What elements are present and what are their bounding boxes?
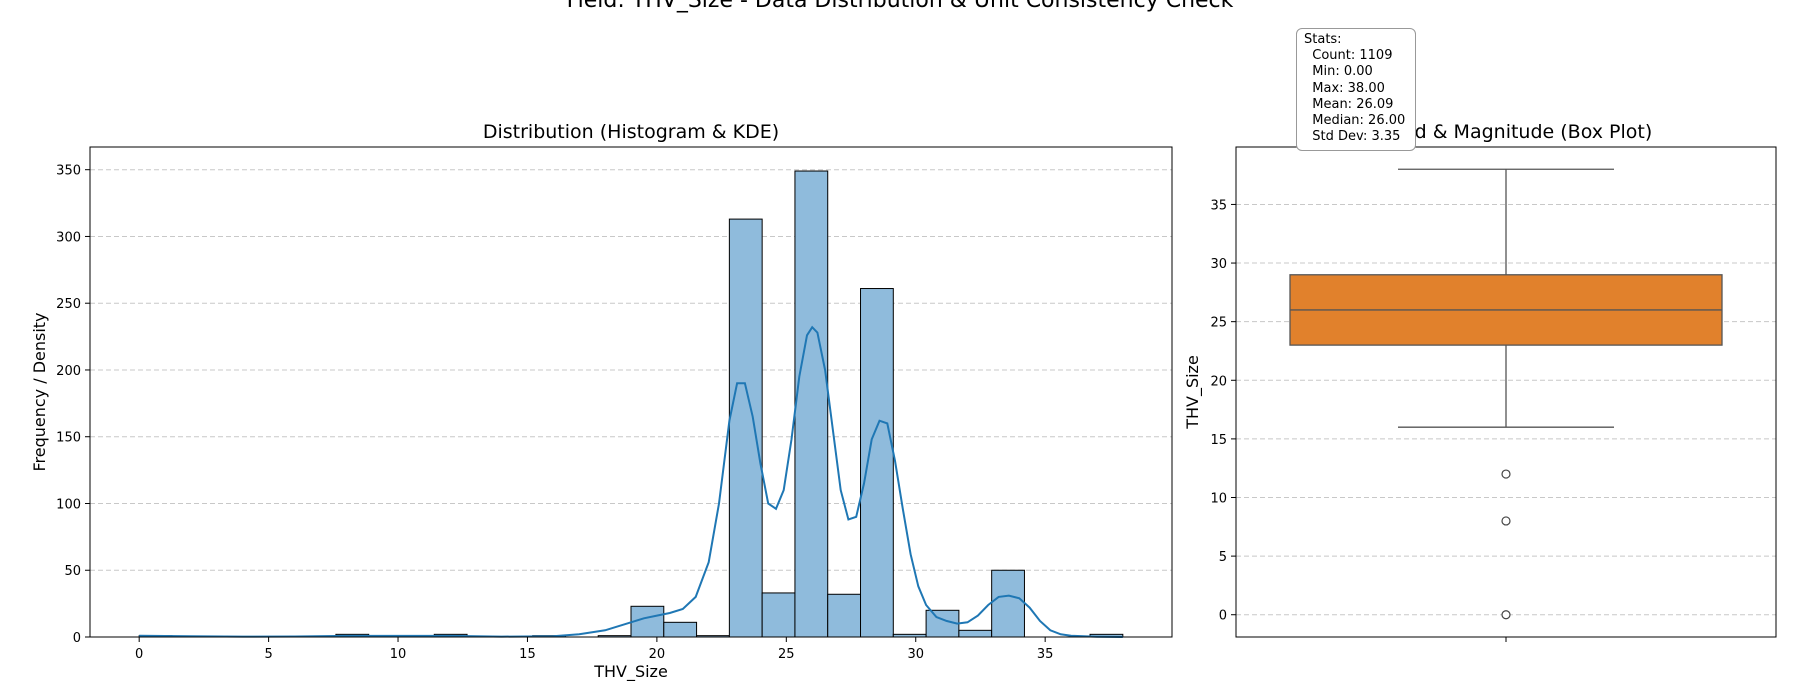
y-tick-label: 5: [1219, 550, 1227, 565]
kde-curve: [139, 325, 1123, 638]
histogram-bar: [761, 592, 796, 638]
stats-median: Median: 26.00: [1304, 113, 1406, 129]
outlier-point: [1501, 469, 1511, 479]
boxplot-gridlines: [1236, 203, 1776, 616]
x-tick-label: 30: [907, 647, 924, 662]
stats-count: Count: 1109: [1304, 48, 1393, 64]
histogram-bar: [663, 621, 698, 638]
histogram-bar: [630, 605, 665, 638]
histogram-bar: [991, 569, 1025, 638]
histogram-bar: [958, 629, 993, 638]
histogram-x-axis-label: THV_Size: [593, 662, 668, 682]
x-tick-label: 35: [1037, 647, 1054, 662]
stats-max: Max: 38.00: [1304, 80, 1385, 96]
histogram-title: Distribution (Histogram & KDE): [483, 121, 779, 143]
y-tick-label: 300: [56, 230, 81, 245]
histogram-panel: Distribution (Histogram & KDE) 0 5 10 15 20 2…: [30, 121, 1173, 682]
histogram-bars: [138, 170, 1124, 638]
histogram-y-axis-label: Frequency / Density: [30, 312, 49, 471]
y-tick-label: 0: [73, 631, 81, 646]
histogram-bar: [794, 170, 829, 638]
histogram-y-ticks: 0 50 100 150 200 250 300 350: [56, 164, 90, 646]
boxplot-title: Spread & Magnitude (Box Plot): [1360, 121, 1653, 143]
histogram-bar: [860, 288, 894, 638]
y-tick-label: 10: [1210, 492, 1227, 507]
x-tick-label: 5: [264, 647, 272, 662]
figure-suptitle: Field: THV_Size - Data Distribution & Un…: [567, 0, 1234, 13]
y-tick-label: 250: [56, 297, 81, 312]
boxplot-y-axis-label: THV_Size: [1183, 355, 1203, 430]
y-tick-label: 100: [56, 497, 81, 512]
stats-mean: Mean: 26.09: [1304, 96, 1394, 112]
y-tick-label: 20: [1210, 374, 1227, 389]
y-tick-label: 15: [1210, 433, 1227, 448]
histogram-bar: [827, 593, 862, 638]
outlier-point: [1501, 610, 1511, 620]
histogram-bar: [728, 218, 763, 638]
histogram-gridlines: [90, 169, 1172, 638]
y-tick-label: 150: [56, 431, 81, 446]
x-tick-label: 20: [649, 647, 666, 662]
stats-header: Stats:: [1304, 32, 1342, 47]
boxplot-y-ticks: 0 5 10 15 20 25 30 35: [1210, 198, 1236, 624]
y-tick-label: 35: [1210, 198, 1227, 213]
histogram-x-ticks: 0 5 10 15 20 25 30 35: [135, 637, 1053, 662]
y-tick-label: 50: [64, 564, 81, 579]
outlier-point: [1501, 516, 1511, 526]
x-tick-label: 10: [390, 647, 407, 662]
y-tick-label: 25: [1210, 316, 1227, 331]
x-tick-label: 15: [519, 647, 536, 662]
y-tick-label: 200: [56, 364, 81, 379]
stats-std-dev: Std Dev: 3.35: [1304, 129, 1401, 145]
y-tick-label: 30: [1210, 257, 1227, 272]
y-tick-label: 0: [1219, 609, 1227, 624]
stats-min: Min: 0.00: [1304, 64, 1373, 80]
boxplot-panel: Spread & Magnitude (Box Plot) 0 5 10 15 20 25…: [1183, 121, 1777, 642]
histogram-axes-frame: [89, 146, 1173, 638]
stats-annotation-box: Stats: Count: 1109 Min: 0.00 Max: 38.00 …: [1296, 28, 1416, 152]
y-tick-label: 350: [56, 164, 81, 179]
boxplot-elements: [1289, 168, 1723, 620]
x-tick-label: 25: [778, 647, 795, 662]
x-tick-label: 0: [135, 647, 143, 662]
